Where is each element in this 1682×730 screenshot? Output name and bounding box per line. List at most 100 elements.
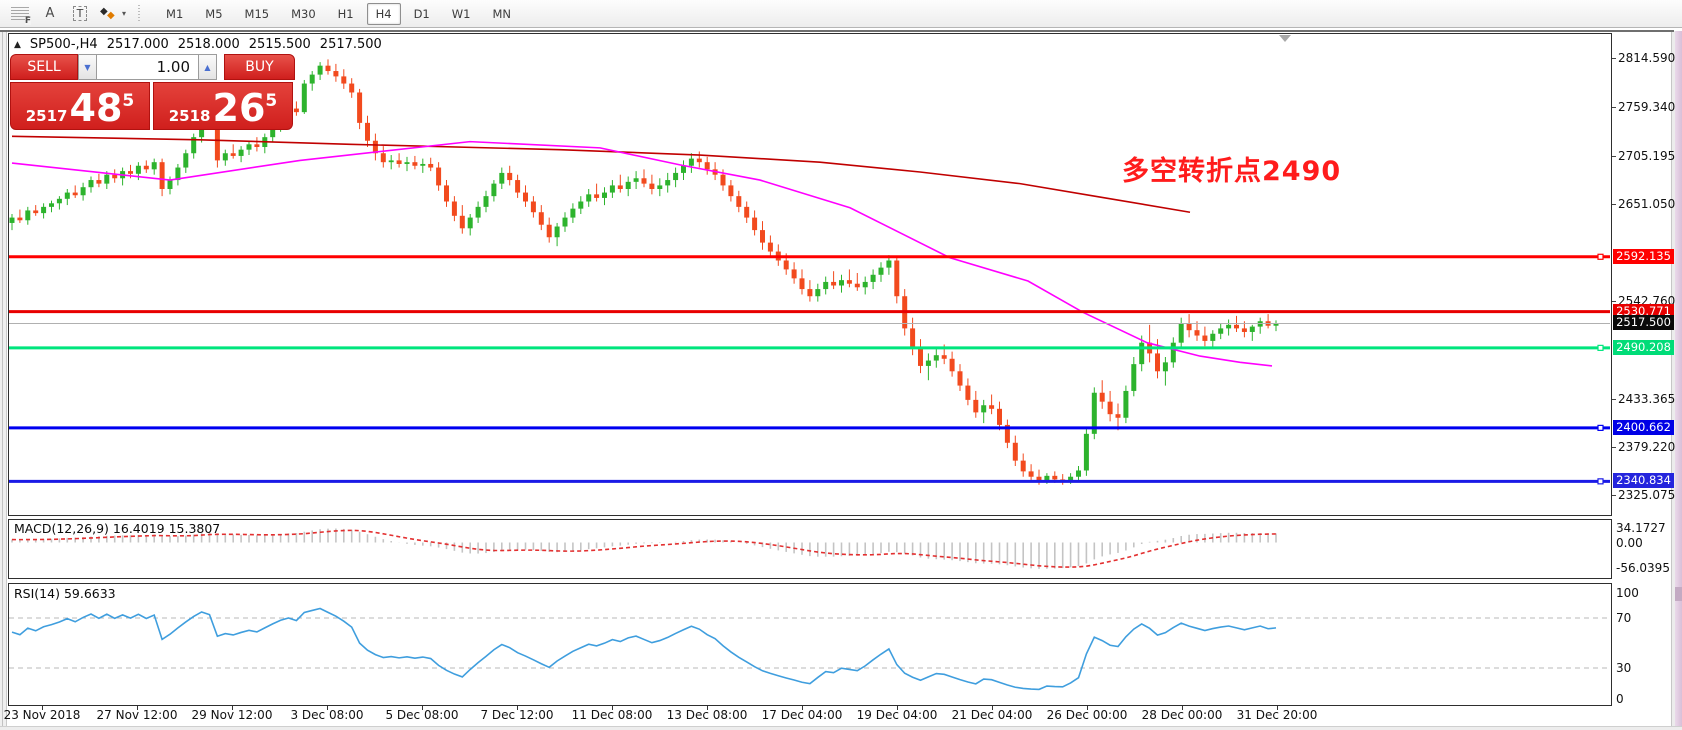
volume-input[interactable] — [97, 54, 198, 80]
timeframe-button-h4[interactable]: H4 — [366, 2, 401, 25]
macd-panel[interactable] — [8, 519, 1612, 579]
time-axis-label: 5 Dec 08:00 — [385, 708, 459, 722]
time-axis-label: 31 Dec 20:00 — [1236, 708, 1318, 722]
toolbar-grip[interactable] — [138, 4, 141, 23]
chevron-down-icon: ▼ — [84, 62, 91, 72]
ohlc-open: 2517.000 — [106, 37, 169, 52]
time-axis-tick — [802, 706, 803, 710]
ohlc-high: 2518.000 — [177, 37, 240, 52]
price-axis-label: 2490.208 — [1613, 339, 1674, 355]
macd-axis-tick: 0.00 — [1616, 535, 1643, 550]
time-axis-tick — [232, 706, 233, 710]
rsi-axis-tick: 30 — [1616, 661, 1632, 675]
right-window-edge — [1671, 31, 1675, 730]
time-axis-tick — [42, 706, 43, 710]
price-axis-label: 2400.662 — [1613, 419, 1674, 435]
chart-annotation-text[interactable]: 多空转折点2490 — [1122, 156, 1342, 187]
price-axis-tick: 2325.075 — [1618, 488, 1676, 503]
rsi-axis-tick: 100 — [1616, 586, 1639, 600]
price-tick-mark — [1612, 447, 1616, 449]
time-axis-label: 28 Dec 00:00 — [1141, 708, 1223, 722]
time-axis-label: 26 Dec 00:00 — [1046, 708, 1128, 722]
symbol-timeframe: SP500-,H4 — [29, 37, 98, 52]
price-axis-tick: 2379.220 — [1618, 440, 1676, 455]
text-label-icon[interactable]: A — [45, 6, 55, 21]
one-click-trading-panel: SELL ▼ ▲ BUY 2517 48 5 2518 26 5 — [10, 54, 295, 130]
indicator-grid-icon[interactable]: F — [10, 4, 31, 25]
time-axis-label: 27 Nov 12:00 — [96, 708, 178, 722]
macd-axis-tick: -56.0395 — [1616, 561, 1670, 576]
volume-decrease-button[interactable]: ▼ — [78, 54, 97, 80]
price-axis-tick: 2651.050 — [1618, 197, 1676, 212]
timeframe-button-m30[interactable]: M30 — [291, 6, 316, 21]
volume-stepper: ▼ ▲ — [78, 54, 217, 80]
rsi-panel[interactable] — [8, 583, 1612, 706]
time-axis-tick — [897, 706, 898, 710]
drawing-toolbar: F A T ◆ ◆ ▾ — [0, 4, 136, 25]
timeframe-button-w1[interactable]: W1 — [451, 6, 471, 21]
price-tick-mark — [1612, 58, 1616, 59]
time-axis-tick — [327, 706, 328, 710]
scroll-thumb[interactable] — [1675, 587, 1682, 601]
rsi-axis-tick: 0 — [1616, 692, 1624, 706]
timeframe-button-m1[interactable]: M1 — [166, 6, 184, 21]
bid-price-pip: 5 — [122, 91, 135, 111]
left-splitter[interactable] — [0, 31, 7, 730]
right-scroll-strip[interactable] — [1675, 31, 1682, 730]
bid-price-prefix: 2517 — [25, 107, 68, 125]
time-axis-tick — [612, 706, 613, 710]
timeframe-toolbar: M1 M5 M15 M30 H1 H4 D1 W1 MN — [146, 2, 531, 25]
ohlc-low: 2515.500 — [248, 37, 311, 52]
timeframe-button-h1[interactable]: H1 — [337, 6, 354, 21]
time-axis-label: 21 Dec 04:00 — [951, 708, 1033, 722]
time-axis-label: 11 Dec 08:00 — [571, 708, 653, 722]
price-tick-mark — [1612, 155, 1616, 157]
time-axis-label: 19 Dec 04:00 — [856, 708, 938, 722]
toolbar: F A T ◆ ◆ ▾ M1 M5 M15 M30 H1 H4 D1 W1 MN — [0, 0, 1682, 28]
macd-label: MACD(12,26,9) 16.4019 15.3807 — [14, 521, 221, 536]
price-axis-tick: 2433.365 — [1618, 391, 1676, 406]
chart-shift-marker-icon[interactable] — [1279, 35, 1291, 42]
timeframe-button-d1[interactable]: D1 — [413, 6, 430, 21]
draw-arrows-icon[interactable]: ◆ ◆ ▾ — [100, 5, 127, 21]
price-axis-label: 2517.500 — [1613, 315, 1674, 331]
price-axis-tick: 2759.340 — [1618, 100, 1676, 115]
time-axis-tick — [137, 706, 138, 710]
time-axis-tick — [422, 706, 423, 710]
ask-price-main: 26 — [212, 86, 266, 130]
time-axis-tick — [1277, 706, 1278, 710]
bid-price-box[interactable]: 2517 48 5 — [10, 82, 150, 130]
time-axis-label: 29 Nov 12:00 — [191, 708, 273, 722]
ohlc-close: 2517.500 — [319, 37, 382, 52]
rsi-axis-tick: 70 — [1616, 611, 1632, 625]
rsi-label: RSI(14) 59.6633 — [14, 586, 116, 601]
window-top-border — [0, 30, 1674, 32]
price-tick-mark — [1612, 398, 1616, 400]
time-axis-label: 17 Dec 04:00 — [761, 708, 843, 722]
price-axis-label: 2530.771 — [1613, 303, 1674, 319]
text-box-icon[interactable]: T — [70, 4, 90, 24]
price-tick-mark — [1612, 300, 1616, 302]
timeframe-button-m15[interactable]: M15 — [244, 6, 270, 21]
time-axis-tick — [707, 706, 708, 710]
collapse-panel-icon[interactable]: ▲ — [14, 39, 21, 50]
volume-increase-button[interactable]: ▲ — [198, 54, 217, 80]
time-axis-tick — [517, 706, 518, 710]
macd-axis-tick: 34.1727 — [1616, 521, 1666, 535]
price-axis-label: 2340.834 — [1613, 473, 1674, 489]
bid-price-main: 48 — [69, 86, 123, 130]
chevron-up-icon: ▲ — [204, 62, 211, 72]
buy-button[interactable]: BUY — [224, 54, 295, 80]
price-tick-mark — [1612, 204, 1616, 206]
sell-button[interactable]: SELL — [10, 54, 78, 80]
timeframe-button-mn[interactable]: MN — [492, 6, 511, 21]
bottom-window-edge — [0, 726, 1682, 730]
ask-price-box[interactable]: 2518 26 5 — [153, 82, 293, 130]
price-tick-mark — [1612, 495, 1616, 497]
price-axis-tick: 2814.590 — [1618, 51, 1676, 65]
time-axis-label: 3 Dec 08:00 — [290, 708, 364, 722]
time-axis-tick — [1182, 706, 1183, 710]
ask-price-pip: 5 — [265, 91, 278, 111]
timeframe-button-m5[interactable]: M5 — [205, 6, 223, 21]
